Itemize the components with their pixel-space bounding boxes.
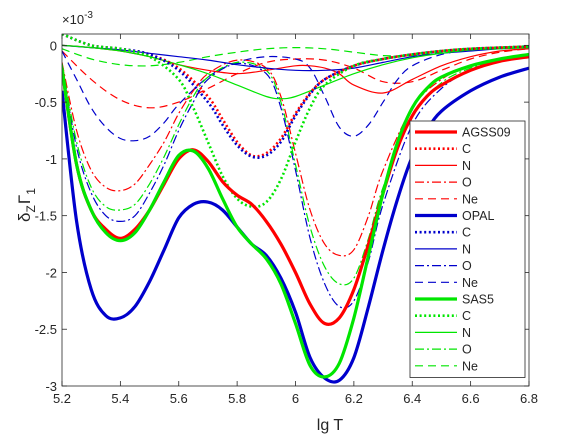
y-tick-label: -0.5 [35, 95, 57, 110]
exponent-power: -3 [84, 10, 93, 21]
y-tick-label: -1.5 [35, 209, 57, 224]
y-label-one: 1 [24, 188, 38, 195]
legend-entry: Ne [415, 359, 478, 373]
x-tick-label: 6 [292, 391, 299, 406]
legend-entry: OPAL [415, 209, 494, 223]
y-axis-label: δZΓ1 [15, 188, 38, 222]
legend-entry: O [415, 259, 472, 273]
legend-label: C [462, 309, 471, 323]
legend-label: C [462, 142, 471, 156]
x-tick-label: 6.6 [462, 391, 480, 406]
legend-label: SAS5 [462, 293, 494, 307]
y-tick-label: 0 [50, 38, 57, 53]
y-label-z: Z [24, 205, 38, 212]
legend-entry: SAS5 [415, 293, 494, 307]
legend-label: C [462, 226, 471, 240]
legend-entry: C [415, 142, 471, 156]
legend-entry: C [415, 226, 471, 240]
legend-entry: N [415, 159, 471, 173]
y-label-delta: δ [15, 212, 34, 221]
y-tick-label: -2 [45, 265, 57, 280]
x-tick-label: 6.4 [403, 391, 421, 406]
y-label-gamma: Γ [15, 195, 34, 204]
legend-label: Ne [462, 192, 478, 206]
legend-label: Ne [462, 276, 478, 290]
x-tick-label: 5.2 [53, 391, 71, 406]
exponent-label: ×10-3 [62, 10, 93, 27]
legend-entry: AGSS09 [415, 126, 511, 140]
series-opal-dashed-line [62, 45, 529, 142]
series-opal-dashdot-line [62, 56, 529, 309]
legend-label: O [462, 343, 472, 357]
y-tick-label: -3 [45, 379, 57, 394]
series-sas5-dotted-line [62, 34, 529, 209]
x-tick-label: 5.6 [170, 391, 188, 406]
series-agss09-dotted-line [62, 34, 529, 158]
legend-label: Ne [462, 359, 478, 373]
axes-layer: 5.2 5.4 5.6 5.8 6 6.2 6.4 6.6 6.8 0 -0.5 -1 -1.5 -2 -2… [35, 33, 538, 406]
x-tick-label: 6.2 [345, 391, 363, 406]
series-opal-dotted-line [62, 34, 529, 159]
x-tick-label: 6.8 [520, 391, 538, 406]
legend-label: O [462, 259, 472, 273]
y-tick-label: -1 [45, 152, 57, 167]
legend-label: AGSS09 [462, 126, 511, 140]
legend-label: O [462, 176, 472, 190]
x-axis-label: lg T [317, 417, 344, 434]
exponent-base: ×10 [62, 12, 84, 27]
series-agss09-thick-line [62, 55, 529, 326]
legend-entry: O [415, 176, 472, 190]
legend-entry: O [415, 343, 472, 357]
y-axis-label-text: δZΓ1 [15, 188, 38, 222]
legend-label: OPAL [462, 209, 494, 223]
legend-entry: C [415, 309, 471, 323]
legend-label: N [462, 159, 471, 173]
x-tick-label: 5.8 [228, 391, 246, 406]
legend-entry: N [415, 242, 471, 256]
legend-entry: Ne [415, 276, 478, 290]
y-tick-label: -2.5 [35, 322, 57, 337]
legend-entry: N [415, 326, 471, 340]
legend-entry: Ne [415, 192, 478, 206]
x-tick-label: 5.4 [111, 391, 129, 406]
legend-label: N [462, 326, 471, 340]
legend-label: N [462, 242, 471, 256]
series-sas5-thick-line [62, 52, 529, 379]
